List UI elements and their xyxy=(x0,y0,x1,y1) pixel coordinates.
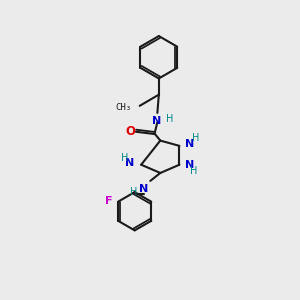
Text: O: O xyxy=(126,125,136,138)
Text: F: F xyxy=(105,196,112,206)
Text: N: N xyxy=(152,116,161,126)
Text: N: N xyxy=(139,184,148,194)
Text: N: N xyxy=(185,139,195,149)
Text: H: H xyxy=(192,133,199,143)
Text: H: H xyxy=(190,166,198,176)
Text: N: N xyxy=(185,160,195,170)
Text: CH₃: CH₃ xyxy=(115,103,131,112)
Text: N: N xyxy=(125,158,135,168)
Text: H: H xyxy=(121,153,129,163)
Text: H: H xyxy=(166,114,173,124)
Text: H: H xyxy=(130,187,137,197)
